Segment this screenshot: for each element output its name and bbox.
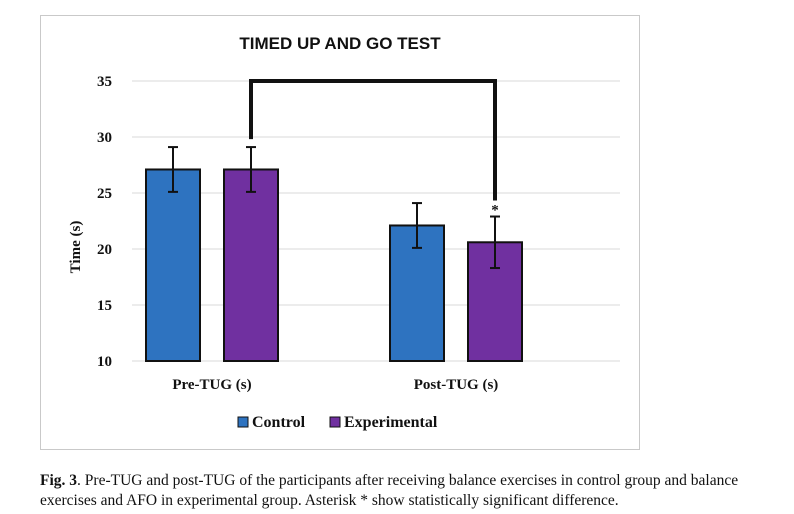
y-tick-label-35: 35 [97,74,112,90]
gridlines [132,80,620,362]
significance-line [249,79,497,201]
chart-title: TIMED UP AND GO TEST [239,34,441,53]
chart-frame [40,15,640,450]
x-tick-label-0: Pre-TUG (s) [172,377,251,393]
y-tick-labels: 10 15 20 25 30 35 [97,74,112,370]
x-tick-label-1: Post-TUG (s) [414,377,499,393]
legend-swatch-experimental [329,416,341,428]
figure-caption: Fig. 3. Pre-TUG and post-TUG of the part… [40,471,790,511]
significance-asterisk: * [491,203,499,219]
y-tick-label-15: 15 [97,298,112,314]
legend-label-control: Control [252,414,306,431]
caption-text: . Pre-TUG and post-TUG of the participan… [40,472,739,509]
y-tick-label-10: 10 [97,354,112,370]
y-tick-label-30: 30 [97,130,112,146]
significance-bracket: * [249,79,499,219]
legend: Control Experimental [237,414,438,431]
y-axis-title: Time (s) [68,221,84,274]
bar-experimental-0 [223,168,279,362]
bars [145,168,523,362]
legend-label-experimental: Experimental [344,414,438,431]
legend-swatch-control [237,416,249,428]
bar-control-0 [145,168,201,362]
chart: 10 15 20 25 30 35 * Pre-TUG (s) Post-TUG (s) T… [68,34,620,431]
y-tick-label-20: 20 [97,242,112,258]
error-bars [168,146,500,270]
caption-label: Fig. 3 [40,472,78,489]
x-tick-labels: Pre-TUG (s) Post-TUG (s) [172,377,498,393]
y-tick-label-25: 25 [97,186,112,202]
